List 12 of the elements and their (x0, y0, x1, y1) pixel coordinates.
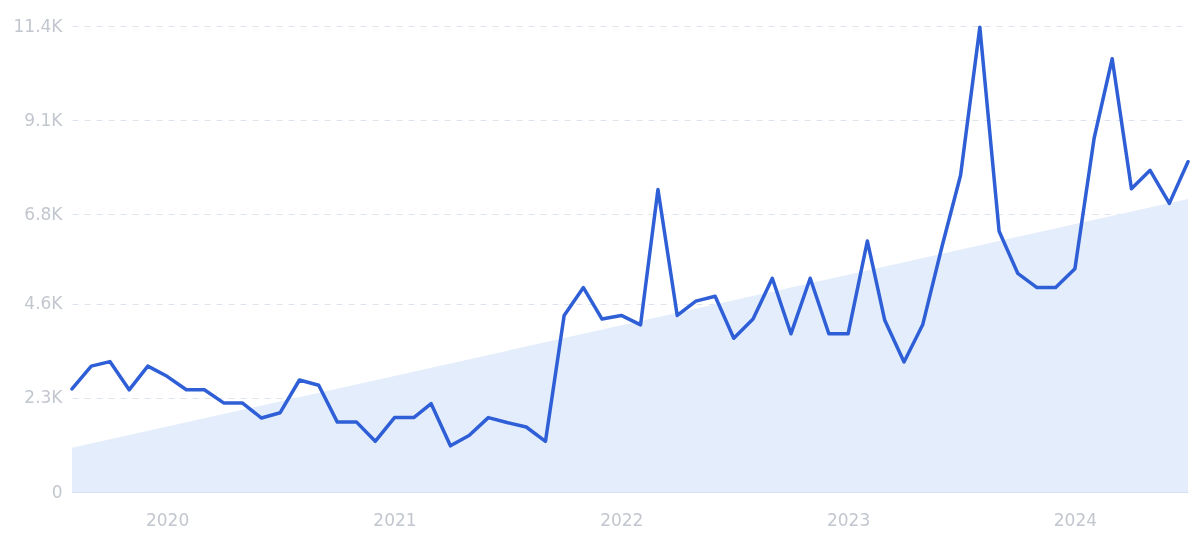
x-tick-label: 2024 (1053, 509, 1098, 530)
x-tick-label: 2022 (600, 509, 644, 530)
x-tick-label: 2023 (826, 509, 871, 530)
x-tick-label: 2020 (145, 509, 190, 530)
y-tick-label: 2.3K (24, 387, 64, 408)
y-tick-label: 0 (51, 481, 63, 502)
line-series (70, 25, 1190, 448)
y-tick-label: 9.1K (24, 109, 64, 130)
y-tick-label: 4.6K (24, 293, 64, 314)
y-tick-label: 6.8K (24, 203, 64, 224)
y-tick-label: 11.4K (13, 15, 64, 36)
x-tick-label: 2021 (373, 509, 417, 530)
